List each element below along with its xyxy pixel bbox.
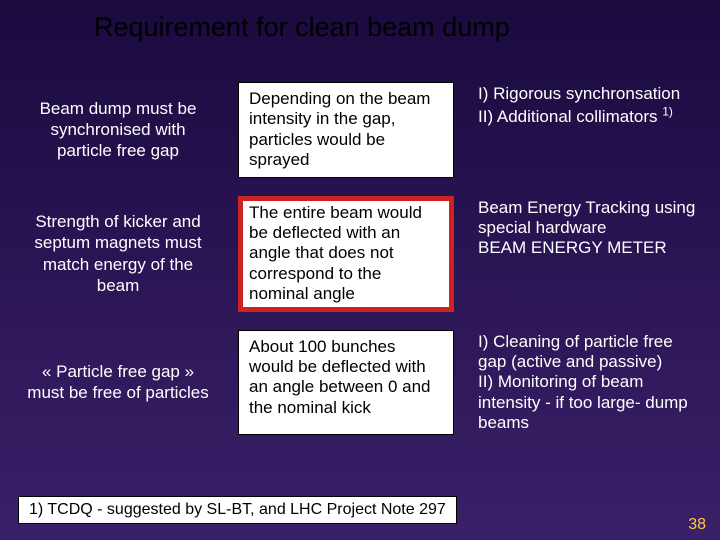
slide-title: Requirement for clean beam dump: [94, 12, 510, 43]
consequence-1: Depending on the beam intensity in the g…: [238, 82, 454, 178]
mitigation-3-text: I) Cleaning of particle free gap (active…: [478, 332, 688, 433]
footnote: 1) TCDQ - suggested by SL-BT, and LHC Pr…: [18, 496, 457, 524]
mitigation-2-text: Beam Energy Tracking using special hardw…: [478, 198, 695, 258]
footnote-ref: 1): [662, 104, 673, 118]
mitigation-1: I) Rigorous synchronsationII) Additional…: [474, 82, 706, 178]
consequence-3: About 100 bunches would be deflected wit…: [238, 330, 454, 436]
page-number: 38: [688, 516, 706, 534]
content-grid: Beam dump must be synchronised with part…: [18, 82, 702, 435]
req-2: Strength of kicker and septum magnets mu…: [18, 196, 218, 312]
consequence-2: The entire beam would be deflected with …: [238, 196, 454, 312]
req-1: Beam dump must be synchronised with part…: [18, 82, 218, 178]
req-3: « Particle free gap » must be free of pa…: [18, 330, 218, 436]
mitigation-2: Beam Energy Tracking using special hardw…: [474, 196, 706, 312]
mitigation-1-text: I) Rigorous synchronsationII) Additional…: [478, 84, 680, 126]
mitigation-3: I) Cleaning of particle free gap (active…: [474, 330, 706, 436]
